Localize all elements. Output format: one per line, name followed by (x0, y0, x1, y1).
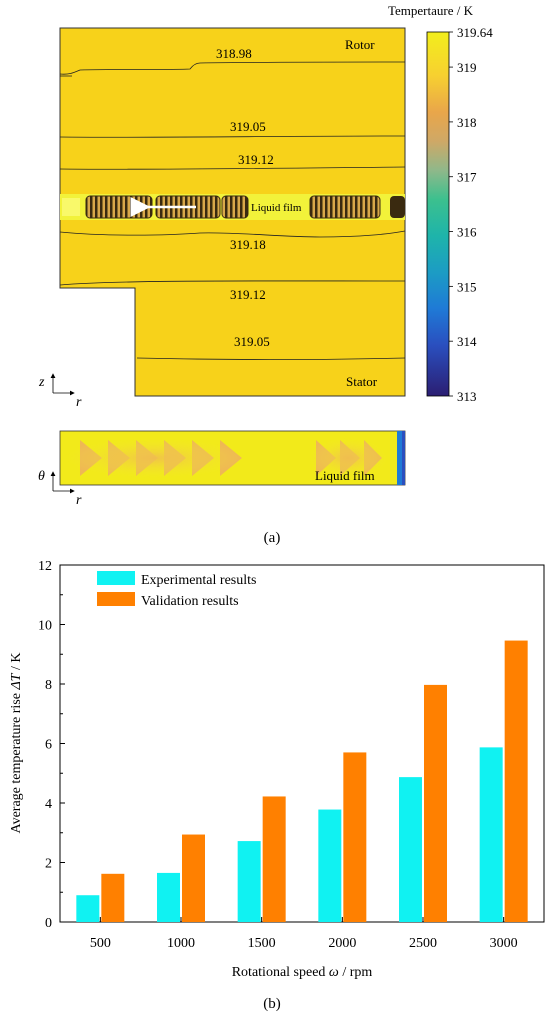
contour-label: 319.12 (230, 287, 266, 302)
colorbar-tick-label: 315 (457, 279, 477, 294)
stator-label: Stator (346, 374, 378, 389)
legend-swatch-validation (97, 592, 135, 606)
axis-indicator-thetar: θ r (38, 469, 82, 508)
bar-validation (504, 640, 528, 922)
contour-label: 319.12 (238, 152, 274, 167)
bar-validation (262, 796, 286, 922)
theta-strip-pattern (64, 438, 388, 478)
panel-a: Liquid film Rotor Stator 318.98 319.05 3… (38, 3, 493, 546)
x-tick-label: 2500 (409, 936, 437, 951)
x-axis-label-symbol: ω (329, 965, 339, 980)
theta-strip: Liquid film (59, 430, 406, 486)
y-tick-label: 6 (45, 738, 52, 753)
panel-b: 0 2 4 6 8 10 12 500 1000 1500 2000 2500 3000 Experi… (9, 559, 545, 1012)
bar-experimental (157, 872, 180, 922)
caption-a: (a) (264, 530, 281, 546)
rotor-label: Rotor (345, 37, 375, 52)
colorbar-tick-label: 319 (457, 60, 477, 75)
x-tick-label: 1000 (167, 936, 195, 951)
colorbar-unit: K (464, 3, 474, 18)
bar-validation (182, 834, 205, 922)
contour-label: 318.98 (216, 46, 252, 61)
axis-z-label: z (38, 375, 45, 390)
bars (76, 640, 528, 922)
contour-label: 319.18 (230, 237, 266, 252)
bar-experimental (237, 841, 261, 922)
x-tick-label: 1500 (248, 936, 276, 951)
y-axis-label-unit: K (9, 653, 24, 663)
colorbar-tick-label: 313 (457, 389, 477, 404)
legend-label-experimental: Experimental results (141, 573, 256, 588)
contour-lines (59, 61, 406, 360)
y-tick-label: 10 (38, 619, 52, 634)
y-axis-label-symbol: ΔT (9, 672, 24, 690)
y-tick-label: 8 (45, 678, 52, 693)
axis-theta-label: θ (38, 469, 45, 484)
contour-value-labels: 318.98 319.05 319.12 319.18 319.12 319.0… (216, 46, 274, 349)
x-axis-label-text: Rotational speed (232, 965, 326, 980)
x-axis-label-unit: rpm (350, 965, 373, 980)
film-label-strip: Liquid film (315, 468, 375, 483)
bar-experimental (76, 895, 100, 922)
x-tick-label: 2000 (328, 936, 356, 951)
colorbar-tick-label: 318 (457, 115, 477, 130)
legend-label-validation: Validation results (141, 594, 239, 609)
colorbar-tick-label: 316 (457, 225, 477, 240)
colorbar-tick-label: 319.64 (457, 25, 493, 40)
film-label: Liquid film (251, 202, 302, 214)
bar-experimental (479, 747, 503, 922)
bar-validation (343, 752, 367, 922)
plot-frame (59, 564, 545, 923)
axis-r2-label: r (76, 493, 82, 508)
x-axis-ticks: 500 1000 1500 2000 2500 3000 (90, 917, 518, 951)
y-tick-label: 12 (38, 559, 52, 574)
liquid-film-band: Liquid film (60, 194, 405, 220)
bar-validation (424, 684, 447, 922)
y-tick-label: 2 (45, 857, 52, 872)
y-tick-label: 4 (45, 797, 52, 812)
axis-indicator-zr: z r (38, 373, 82, 410)
contour-label: 319.05 (230, 119, 266, 134)
y-axis-ticks: 0 2 4 6 8 10 12 (38, 559, 65, 931)
legend-swatch-experimental (97, 571, 135, 585)
caption-b: (b) (263, 996, 281, 1012)
colorbar: Tempertaure / K 319.64 319 318 317 316 315 314… (388, 3, 493, 404)
legend: Experimental results Validation results (97, 571, 256, 609)
colorbar-title-text: Tempertaure (388, 3, 454, 18)
axis-r-label: r (76, 395, 82, 410)
x-tick-label: 3000 (490, 936, 518, 951)
colorbar-title: Tempertaure / K (388, 3, 474, 18)
colorbar-ticks: 319.64 319 318 317 316 315 314 313 (449, 25, 493, 404)
caption-a-text: (a) (264, 530, 281, 546)
bar-experimental (399, 777, 422, 922)
bar-experimental (318, 809, 342, 922)
x-axis-label: Rotational speed ω / rpm (232, 965, 373, 980)
y-axis-label-text: Average temperature rise (9, 693, 24, 833)
colorbar-tick-label: 314 (457, 334, 477, 349)
contour-label: 319.05 (234, 334, 270, 349)
bar-validation (101, 873, 125, 922)
y-tick-label: 0 (45, 916, 52, 931)
caption-b-text: (b) (263, 996, 281, 1012)
y-axis-label: Average temperature rise ΔT / K (9, 653, 24, 834)
x-tick-label: 500 (90, 936, 111, 951)
colorbar-tick-label: 317 (457, 170, 477, 185)
